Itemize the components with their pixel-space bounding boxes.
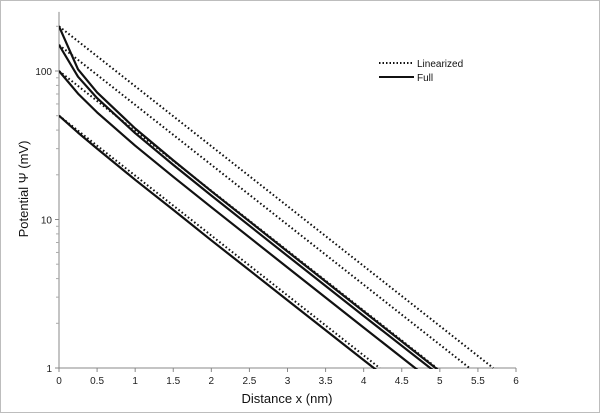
series-line-full-5 (59, 44, 434, 369)
y-tick-label: 100 (35, 67, 52, 78)
x-axis-label: Distance x (nm) (241, 391, 332, 406)
x-tick-label: 1 (132, 376, 138, 387)
x-tick-label: 0 (56, 376, 62, 387)
series-line-full-6 (59, 70, 419, 369)
x-tick-label: 2.5 (242, 376, 256, 387)
x-tick-label: 4 (361, 376, 367, 387)
series-line-linearized-0 (59, 25, 494, 369)
y-tick-label: 10 (41, 216, 53, 227)
x-tick-label: 6 (513, 376, 519, 387)
series-line-full-7 (59, 114, 377, 369)
series-line-linearized-3 (59, 114, 381, 369)
legend-label-linearized: Linearized (417, 59, 463, 70)
x-tick-label: 3 (285, 376, 291, 387)
y-axis-label: Potential Ψ (mV) (16, 141, 31, 238)
series-line-linearized-1 (59, 44, 471, 369)
x-tick-label: 3.5 (319, 376, 333, 387)
legend: Linearized Full (379, 59, 463, 84)
x-tick-label: 5.5 (471, 376, 485, 387)
x-tick-label: 5 (437, 376, 443, 387)
x-tick-label: 4.5 (395, 376, 409, 387)
x-tick-label: 2 (209, 376, 215, 387)
x-tick-label: 1.5 (166, 376, 180, 387)
legend-label-full: Full (417, 73, 433, 84)
series-line-full-4 (59, 25, 439, 369)
y-tick-label: 1 (46, 364, 52, 375)
x-tick-label: 0.5 (90, 376, 104, 387)
